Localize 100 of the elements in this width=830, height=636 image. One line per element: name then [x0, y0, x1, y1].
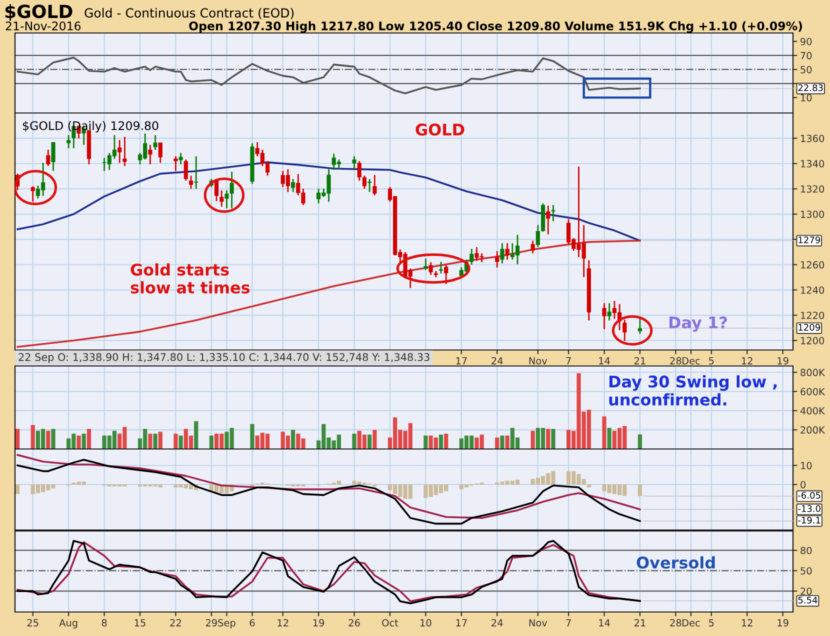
- x-tick-label: 26: [348, 619, 360, 626]
- x-tick-label: Dec: [682, 619, 700, 626]
- bar: [148, 434, 152, 449]
- y-tick-label: 10: [801, 94, 812, 102]
- candlestick: [530, 240, 535, 254]
- annotation: 5.54: [798, 596, 818, 604]
- candlestick: [158, 142, 162, 164]
- candlestick: [46, 148, 50, 167]
- x-tick-label: Aug: [59, 619, 78, 628]
- x-tick-label: 28: [670, 357, 682, 364]
- y-tick-label: 1220: [801, 312, 824, 320]
- annotation: -19.1: [798, 516, 820, 524]
- candlestick: [51, 141, 56, 172]
- x-tick-label: 15: [134, 619, 146, 626]
- bar: [86, 428, 92, 449]
- bar: [76, 436, 81, 449]
- candlestick: [122, 136, 127, 167]
- candlestick: [188, 175, 194, 190]
- y-tick-label: 50: [800, 66, 812, 74]
- x-tick-label: 19: [313, 619, 324, 626]
- candlestick: [495, 250, 500, 268]
- candlestick: [505, 242, 510, 260]
- candlestick: [118, 139, 122, 164]
- bar: [424, 436, 428, 449]
- line-series: [16, 161, 641, 242]
- candlestick: [230, 171, 234, 209]
- candlestick: [174, 156, 178, 172]
- x-tick-label: 25: [27, 619, 38, 626]
- candlestick: [546, 204, 550, 236]
- bar: [505, 436, 510, 449]
- candlestick: [622, 318, 627, 342]
- x-tick-label: 12: [742, 619, 752, 626]
- bar: [51, 428, 56, 449]
- bar: [638, 484, 642, 496]
- x-tick-label: 7: [566, 357, 571, 364]
- annotation: GOLD: [416, 124, 464, 136]
- bar: [174, 434, 178, 449]
- y-tick-label: 800K: [800, 368, 826, 376]
- bar: [194, 421, 198, 449]
- x-tick-label: Oct: [382, 619, 398, 626]
- candlestick: [66, 134, 71, 149]
- candlestick: [184, 158, 188, 182]
- y-tick-label: 200K: [800, 426, 826, 434]
- bar: [438, 434, 444, 449]
- y-tick-label: 1240: [801, 286, 824, 294]
- bar: [607, 428, 612, 449]
- candlestick: [30, 186, 35, 202]
- bar: [586, 484, 591, 488]
- text: 22 Sep O: 1,338.90 H: 1,347.80 L: 1,335.10 C: 1,344.70 V: 152,748 Y: 1,348.33: [18, 353, 430, 364]
- bar: [638, 434, 642, 449]
- bar: [158, 432, 162, 449]
- annotation: -6.05: [798, 492, 820, 499]
- bar: [530, 430, 535, 449]
- bar: [46, 430, 50, 449]
- bar: [30, 425, 35, 449]
- x-tick-label: 19: [778, 357, 788, 364]
- bar: [602, 416, 606, 449]
- y-tick-label: 400K: [800, 407, 826, 414]
- candlestick: [602, 302, 606, 330]
- candlestick: [368, 178, 372, 193]
- candlestick: [224, 190, 229, 209]
- candlestick: [148, 144, 152, 166]
- x-tick-label: 6: [250, 619, 255, 626]
- annotation: 22.83: [798, 84, 823, 92]
- y-tick-label: 1320: [801, 185, 824, 193]
- bar: [500, 436, 504, 449]
- y-tick-label: 80: [800, 546, 812, 554]
- bar: [16, 428, 20, 449]
- x-tick-label: 17: [456, 619, 467, 626]
- annotation: Oversold: [636, 556, 715, 569]
- y-tick-label: 1260: [801, 261, 824, 269]
- annotation: Day 30 Swing low , unconfirmed.: [609, 375, 777, 406]
- x-tick-label: 24: [492, 619, 503, 626]
- candlestick: [362, 175, 367, 190]
- y-tick-label: 0: [800, 481, 806, 488]
- bar: [250, 424, 254, 449]
- x-tick-label: 24: [492, 357, 503, 364]
- x-tick-label: 14: [599, 619, 610, 626]
- x-tick-label: 5: [709, 619, 714, 626]
- x-tick-label: 22: [170, 619, 181, 626]
- chart-title: $GOLD: [5, 4, 72, 21]
- annotation: Gold starts slow at times: [130, 263, 250, 294]
- bar: [368, 434, 372, 449]
- candlestick: [291, 178, 296, 193]
- x-tick-label: 10: [420, 619, 432, 626]
- bar: [372, 430, 377, 449]
- x-tick-label: 14: [599, 357, 610, 364]
- candlestick: [551, 204, 556, 222]
- x-tick-label: 28: [670, 619, 682, 626]
- candlestick: [424, 258, 428, 271]
- x-tick-label: 21: [634, 619, 646, 626]
- y-tick-label: 600K: [800, 388, 826, 396]
- bar: [546, 428, 550, 449]
- annotation: $GOLD (Daily) 1209.80: [22, 121, 158, 132]
- line-series: [16, 240, 641, 348]
- x-tick-label: 19: [778, 619, 788, 626]
- candlestick: [357, 160, 362, 182]
- bar: [551, 428, 556, 449]
- y-tick-label: 1300: [801, 210, 824, 218]
- bar: [178, 436, 183, 449]
